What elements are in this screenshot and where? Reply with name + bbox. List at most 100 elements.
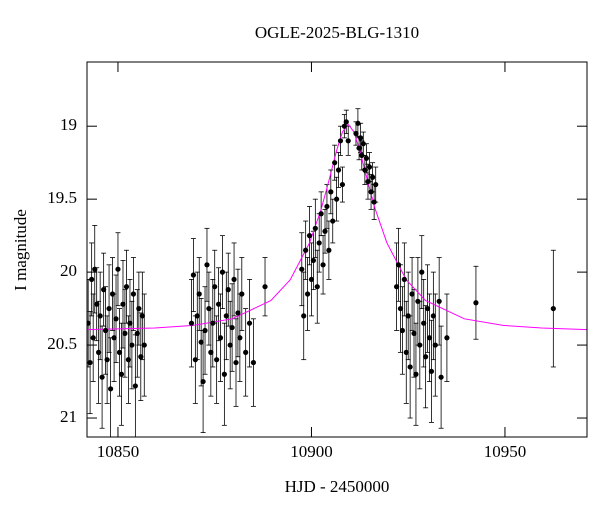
data-point (334, 196, 340, 202)
data-point (301, 313, 307, 319)
data-point (250, 359, 257, 366)
data-point (202, 327, 208, 334)
data-point (101, 287, 107, 293)
data-point (324, 203, 330, 210)
data-point (219, 269, 226, 275)
data-point (96, 349, 102, 355)
data-point (303, 247, 309, 253)
data-point (136, 305, 142, 312)
data-point (436, 298, 442, 304)
data-point (360, 141, 366, 147)
data-point (210, 320, 216, 326)
data-point (225, 287, 231, 293)
plot-area (87, 108, 587, 437)
data-point (116, 349, 123, 355)
data-point (122, 330, 128, 337)
data-point (438, 374, 444, 380)
data-point (208, 349, 214, 355)
data-point (206, 305, 212, 312)
data-point (243, 349, 249, 355)
data-point (423, 354, 429, 360)
data-point (316, 240, 322, 246)
data-point (393, 284, 400, 290)
data-point (332, 160, 338, 166)
data-point (355, 120, 361, 126)
data-point (196, 291, 202, 297)
data-point (403, 349, 409, 355)
data-point (229, 324, 235, 331)
data-point (308, 276, 315, 283)
y-tick-label: 19 (60, 115, 77, 134)
y-tick-label: 19.5 (47, 188, 77, 207)
data-point (99, 374, 105, 380)
data-point (239, 291, 245, 297)
data-point (337, 138, 344, 144)
data-point (368, 189, 374, 195)
data-point (312, 225, 318, 231)
data-point (212, 284, 218, 290)
data-point (326, 247, 332, 253)
data-point (262, 284, 268, 290)
data-point (343, 119, 349, 125)
data-point (356, 145, 362, 151)
data-point (113, 316, 119, 322)
data-point (109, 291, 116, 297)
data-point (413, 371, 419, 377)
data-point (407, 364, 413, 370)
model-curve (87, 123, 587, 331)
data-point (304, 291, 311, 297)
data-point (194, 313, 200, 319)
data-point (341, 123, 347, 129)
data-point (190, 272, 197, 278)
data-point (231, 276, 237, 283)
x-tick-label: 10850 (97, 442, 140, 461)
data-point (106, 305, 112, 312)
y-tick-label: 21 (60, 407, 77, 426)
data-point (428, 368, 435, 374)
data-point (353, 130, 359, 137)
data-point (415, 298, 421, 304)
data-point (330, 218, 336, 224)
data-point (430, 313, 436, 319)
data-point (365, 179, 371, 185)
data-point (129, 342, 135, 348)
data-point (132, 383, 138, 389)
x-axis-label: HJD - 2450000 (285, 477, 390, 496)
data-point (125, 357, 132, 363)
data-point (221, 371, 227, 377)
data-point (97, 313, 103, 319)
data-point (130, 291, 137, 297)
data-point (373, 181, 379, 188)
data-point (409, 291, 415, 297)
data-point (399, 327, 406, 334)
data-point (246, 320, 253, 326)
data-point (227, 342, 233, 348)
data-point (405, 313, 411, 319)
data-point (102, 327, 109, 334)
data-point (89, 276, 95, 283)
data-point (111, 335, 117, 341)
data-point (328, 189, 334, 195)
data-point (366, 164, 373, 170)
data-point (424, 305, 431, 312)
data-point (397, 305, 404, 312)
data-point (127, 320, 133, 326)
data-point (233, 359, 239, 366)
y-tick-label: 20.5 (47, 334, 77, 353)
data-point (123, 284, 130, 290)
data-point (87, 359, 93, 366)
data-point (90, 335, 96, 341)
data-point (200, 378, 206, 385)
data-point (120, 301, 126, 307)
x-tick-label: 10950 (484, 442, 527, 461)
data-point (235, 310, 241, 316)
data-point (359, 152, 365, 158)
data-point (363, 155, 370, 161)
data-point (444, 335, 450, 341)
data-point (141, 342, 147, 348)
y-tick-label: 20 (60, 261, 77, 280)
data-point (192, 357, 198, 363)
data-point (217, 335, 224, 341)
data-point (339, 181, 346, 188)
y-axis-label: I magnitude (11, 209, 30, 291)
